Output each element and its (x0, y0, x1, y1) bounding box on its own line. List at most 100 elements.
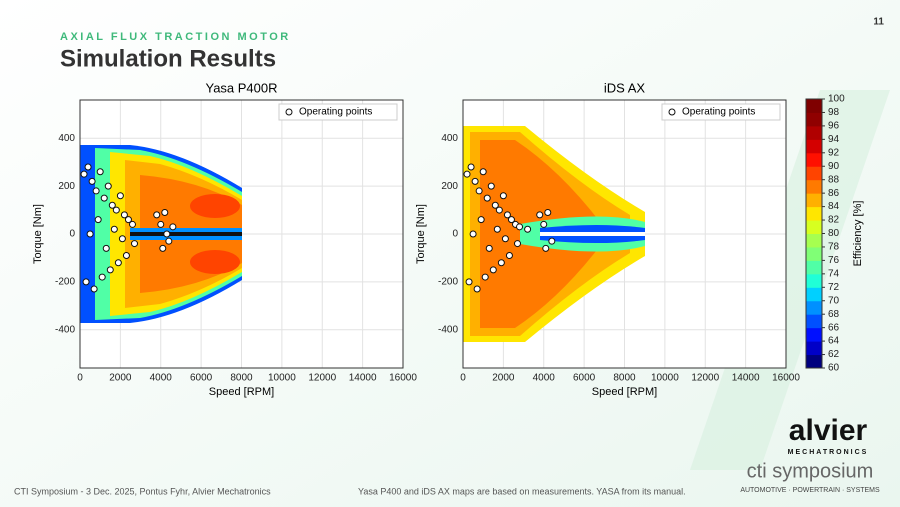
x-tick-label: 14000 (349, 373, 377, 384)
y-tick-label: 0 (69, 229, 75, 240)
operating-point (481, 273, 489, 281)
logo: alvier (789, 414, 868, 447)
colorbar-segment (806, 152, 822, 167)
x-axis-label: Speed [RPM] (209, 386, 274, 398)
operating-point (471, 177, 479, 185)
x-tick-label: 8000 (613, 373, 636, 384)
colorbar-segment (806, 193, 822, 208)
x-tick-label: 2000 (109, 373, 132, 384)
colorbar-tick-label: 88 (828, 174, 840, 185)
colorbar-tick-label: 70 (828, 295, 840, 306)
operating-point (94, 216, 102, 224)
operating-point (465, 278, 473, 286)
legend-marker (668, 108, 676, 116)
colorbar-tick-label: 68 (828, 309, 840, 320)
plot-frame (79, 99, 404, 369)
colorbar-tick-label: 94 (828, 134, 840, 145)
operating-point (516, 223, 524, 231)
operating-point (487, 182, 495, 190)
y-tick-label: -200 (438, 276, 458, 287)
operating-point (124, 216, 132, 224)
operating-point (122, 252, 130, 260)
colorbar-tick-label: 100 (828, 94, 845, 105)
operating-point (110, 225, 118, 233)
operating-point (120, 211, 128, 219)
operating-point (165, 237, 173, 245)
operating-point (88, 177, 96, 185)
x-tick-label: 4000 (533, 373, 556, 384)
operating-point (86, 230, 94, 238)
x-tick-label: 10000 (651, 373, 679, 384)
operating-point (463, 170, 471, 178)
colorbar-tick-label: 62 (828, 349, 840, 360)
colorbar-tick-label: 72 (828, 282, 840, 293)
colorbar-tick-label: 96 (828, 121, 840, 132)
brand: cti symposium (747, 460, 874, 482)
operating-point (153, 211, 161, 219)
operating-point (118, 235, 126, 243)
slide-title: Simulation Results (60, 45, 276, 72)
x-tick-label: 2000 (492, 373, 515, 384)
y-tick-label: -200 (55, 276, 75, 287)
operating-point (96, 168, 104, 176)
logo-sub: MECHATRONICS (788, 449, 869, 456)
colorbar-segment (806, 166, 822, 181)
operating-point (128, 220, 136, 228)
colorbar-tick-label: 66 (828, 322, 840, 333)
decor-stripe (690, 90, 890, 470)
brand-sub: AUTOMOTIVE · POWERTRAIN · SYSTEMS (740, 487, 880, 494)
colorbar-segment (806, 287, 822, 302)
x-tick-label: 16000 (772, 373, 800, 384)
operating-point (469, 230, 477, 238)
colorbar-segment (806, 99, 822, 113)
x-tick-label: 6000 (573, 373, 596, 384)
operating-point (467, 163, 475, 171)
legend-label: Operating points (682, 107, 755, 118)
operating-point (542, 244, 550, 252)
operating-point (102, 244, 110, 252)
colorbar-tick-label: 98 (828, 107, 840, 118)
x-tick-label: 8000 (230, 373, 253, 384)
colorbar-segment (806, 314, 822, 329)
operating-point (169, 223, 177, 231)
colorbar-segment (806, 354, 822, 369)
operating-point (104, 182, 112, 190)
operating-point (489, 266, 497, 274)
colorbar-segment (806, 112, 822, 127)
legend-box (278, 103, 398, 121)
x-tick-label: 16000 (389, 373, 417, 384)
footer-left: CTI Symposium - 3 Dec. 2025, Pontus Fyhr… (14, 486, 271, 496)
x-tick-label: 12000 (308, 373, 336, 384)
y-tick-label: -400 (55, 324, 75, 335)
colorbar-tick-label: 60 (828, 363, 840, 374)
y-tick-label: 400 (58, 133, 75, 144)
colorbar-segment (806, 179, 822, 194)
operating-point (485, 244, 493, 252)
colorbar-segment (806, 246, 822, 261)
legend-marker (285, 108, 293, 116)
operating-point (114, 259, 122, 267)
colorbar-tick-label: 78 (828, 242, 840, 253)
operating-point (108, 201, 116, 209)
operating-point (161, 208, 169, 216)
legend-label: Operating points (299, 107, 372, 118)
operating-point (505, 252, 513, 260)
colorbar-segment (806, 125, 822, 140)
x-tick-label: 6000 (190, 373, 213, 384)
colorbar-tick-label: 86 (828, 188, 840, 199)
operating-point (116, 192, 124, 200)
operating-point (92, 187, 100, 195)
y-tick-label: 200 (58, 181, 75, 192)
kicker: AXIAL FLUX TRACTION MOTOR (60, 31, 291, 43)
operating-point (477, 216, 485, 224)
operating-point (503, 211, 511, 219)
operating-point (524, 225, 532, 233)
efficiency-map (80, 145, 242, 323)
colorbar-segment (806, 260, 822, 275)
operating-point (159, 244, 167, 252)
chart-title: iDS AX (604, 80, 646, 95)
colorbar-segment (806, 327, 822, 342)
y-axis-label: Torque [Nm] (32, 204, 44, 264)
x-tick-label: 12000 (691, 373, 719, 384)
